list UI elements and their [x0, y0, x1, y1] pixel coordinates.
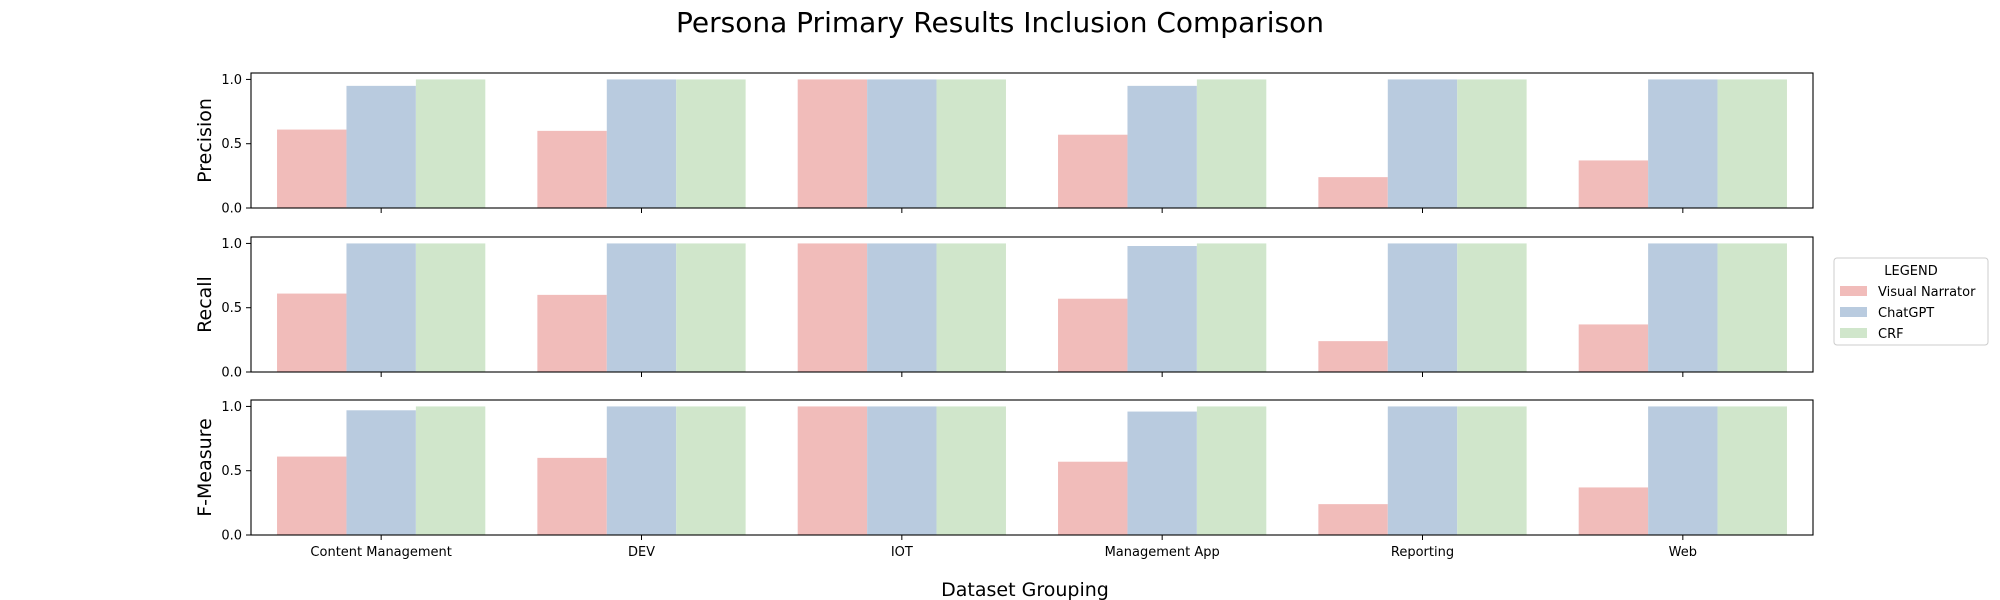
- bar-recall-visual-narrator-reporting: [1318, 341, 1388, 372]
- bar-precision-crf-iot: [936, 79, 1006, 209]
- bar-f-measure-visual-narrator-dev: [537, 457, 607, 535]
- y-tick-label-f-measure-1: 0.5: [221, 464, 242, 479]
- bar-precision-visual-narrator-dev: [537, 130, 607, 208]
- bar-precision-crf-management-app: [1196, 79, 1267, 209]
- legend-label-chatgpt: ChatGPT: [1878, 306, 1934, 321]
- bar-f-measure-visual-narrator-iot: [797, 406, 868, 535]
- y-tick-label-recall-0: 0.0: [221, 366, 242, 381]
- bar-precision-crf-content-management: [415, 79, 486, 209]
- bar-recall-crf-management-app: [1196, 243, 1267, 372]
- bar-f-measure-chatgpt-iot: [867, 406, 937, 535]
- x-axis-label: Dataset Grouping: [941, 579, 1109, 600]
- bar-recall-crf-web: [1717, 243, 1787, 372]
- bar-f-measure-visual-narrator-management-app: [1058, 461, 1128, 535]
- panels: 0.0 0.5 1.0 Precision 0.0 0.5 1.0 Recall 0.0 0.5 1…: [194, 72, 1814, 560]
- panel-recall: 0.0 0.5 1.0 Recall: [194, 236, 1814, 381]
- y-axis-label-recall: Recall: [194, 276, 216, 333]
- bar-f-measure-crf-dev: [676, 406, 746, 535]
- bar-recall-chatgpt-reporting: [1387, 243, 1458, 372]
- bar-recall-chatgpt-dev: [606, 243, 677, 372]
- bar-recall-crf-reporting: [1457, 243, 1527, 372]
- bar-f-measure-chatgpt-management-app: [1127, 411, 1197, 535]
- bar-f-measure-chatgpt-dev: [606, 406, 677, 535]
- axes-frame-precision: [250, 72, 1814, 209]
- bar-precision-chatgpt-iot: [867, 79, 937, 209]
- y-tick-label-f-measure-0: 0.0: [221, 529, 242, 544]
- bar-precision-chatgpt-web: [1648, 79, 1718, 209]
- bar-precision-chatgpt-management-app: [1127, 85, 1197, 208]
- bar-f-measure-visual-narrator-reporting: [1318, 504, 1388, 535]
- bar-recall-visual-narrator-web: [1578, 324, 1649, 372]
- legend-label-visual-narrator: Visual Narrator: [1878, 285, 1976, 300]
- x-tick-label-management-app: Management App: [1105, 545, 1220, 560]
- x-tick-label-reporting: Reporting: [1391, 545, 1454, 560]
- chart-title: Persona Primary Results Inclusion Compar…: [676, 6, 1324, 39]
- bar-precision-visual-narrator-iot: [797, 79, 868, 209]
- bar-precision-chatgpt-content-management: [346, 85, 416, 208]
- y-tick-label-recall-2: 1.0: [221, 237, 242, 252]
- x-tick-label-content-management: Content Management: [310, 545, 451, 560]
- bar-f-measure-visual-narrator-content-management: [277, 456, 347, 535]
- bar-recall-crf-dev: [676, 243, 746, 372]
- bar-precision-visual-narrator-reporting: [1318, 177, 1388, 208]
- x-tick-label-iot: IOT: [891, 545, 913, 560]
- bar-f-measure-crf-iot: [936, 406, 1006, 535]
- panel-precision: 0.0 0.5 1.0 Precision: [194, 72, 1814, 217]
- bar-precision-crf-web: [1717, 79, 1787, 209]
- panel-f-measure: 0.0 0.5 1.0 F-Measure: [194, 399, 1814, 544]
- y-tick-label-recall-1: 0.5: [221, 301, 242, 316]
- legend-swatch-crf: [1840, 328, 1867, 338]
- bar-recall-visual-narrator-iot: [797, 243, 868, 372]
- legend-title: LEGEND: [1884, 264, 1937, 279]
- y-axis-label-precision: Precision: [194, 98, 216, 183]
- y-tick-label-f-measure-2: 1.0: [221, 400, 242, 415]
- bar-precision-crf-dev: [676, 79, 746, 209]
- bar-recall-crf-iot: [936, 243, 1006, 372]
- bar-precision-visual-narrator-web: [1578, 160, 1649, 208]
- x-tick-label-web: Web: [1669, 545, 1697, 560]
- legend: LEGEND Visual Narrator ChatGPT CRF: [1833, 257, 1989, 346]
- legend-box: [1833, 257, 1989, 346]
- bar-recall-visual-narrator-content-management: [277, 293, 347, 372]
- bar-recall-chatgpt-web: [1648, 243, 1718, 372]
- bar-precision-crf-reporting: [1457, 79, 1527, 209]
- bar-recall-chatgpt-content-management: [346, 243, 416, 372]
- y-axis-label-f-measure: F-Measure: [194, 418, 216, 517]
- bar-precision-chatgpt-dev: [606, 79, 677, 209]
- bar-precision-visual-narrator-management-app: [1058, 134, 1128, 208]
- legend-swatch-chatgpt: [1840, 307, 1867, 317]
- legend-swatch-visual-narrator: [1840, 286, 1867, 296]
- bar-f-measure-chatgpt-web: [1648, 406, 1718, 535]
- bar-f-measure-crf-reporting: [1457, 406, 1527, 535]
- axes-frame-f-measure: [250, 399, 1814, 536]
- axes-frame-recall: [250, 236, 1814, 373]
- bar-precision-visual-narrator-content-management: [277, 129, 347, 208]
- bar-precision-chatgpt-reporting: [1387, 79, 1458, 209]
- y-tick-label-precision-0: 0.0: [221, 202, 242, 217]
- bar-f-measure-chatgpt-reporting: [1387, 406, 1458, 535]
- bar-f-measure-crf-web: [1717, 406, 1787, 535]
- bar-recall-chatgpt-iot: [867, 243, 937, 372]
- bar-recall-crf-content-management: [415, 243, 486, 372]
- bar-recall-visual-narrator-dev: [537, 294, 607, 372]
- bar-f-measure-crf-management-app: [1196, 406, 1267, 535]
- legend-label-crf: CRF: [1878, 327, 1904, 342]
- bar-f-measure-crf-content-management: [415, 406, 486, 535]
- bar-f-measure-visual-narrator-web: [1578, 487, 1649, 535]
- bar-f-measure-chatgpt-content-management: [346, 410, 416, 535]
- y-tick-label-precision-2: 1.0: [221, 73, 242, 88]
- x-tick-label-dev: DEV: [628, 545, 655, 560]
- bar-recall-visual-narrator-management-app: [1058, 298, 1128, 372]
- y-tick-label-precision-1: 0.5: [221, 137, 242, 152]
- bar-recall-chatgpt-management-app: [1127, 246, 1197, 372]
